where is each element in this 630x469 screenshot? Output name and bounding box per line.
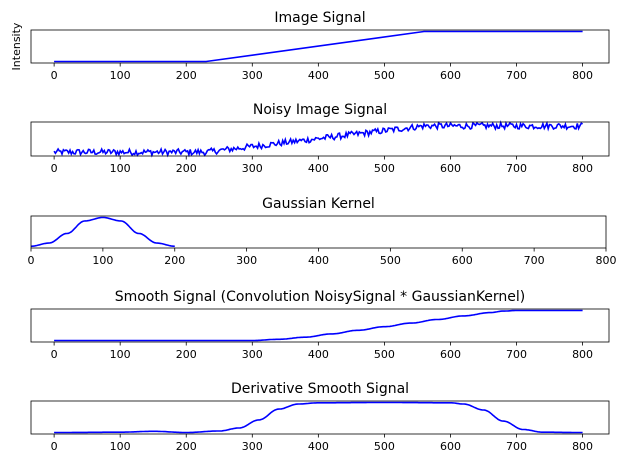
x-tick-label: 400 xyxy=(308,348,329,361)
x-tick-label: 700 xyxy=(506,440,527,453)
x-tick-label: 600 xyxy=(452,254,473,267)
x-tick-label: 100 xyxy=(110,348,131,361)
series-line xyxy=(54,401,583,434)
x-tick-label: 500 xyxy=(374,440,395,453)
subplot-title: Smooth Signal (Convolution NoisySignal *… xyxy=(115,289,526,305)
subplot-4: Smooth Signal (Convolution NoisySignal *… xyxy=(30,289,610,361)
x-tick-label: 400 xyxy=(308,440,329,453)
x-tick-label: 200 xyxy=(176,348,197,361)
x-tick-label: 600 xyxy=(440,162,461,175)
x-tick-label: 500 xyxy=(374,348,395,361)
x-tick-label: 500 xyxy=(374,69,395,82)
x-tick-label: 0 xyxy=(51,162,58,175)
x-tick-label: 600 xyxy=(440,69,461,82)
subplot-1: Image Signal Intensity 0 100 200 300 400 500 600… xyxy=(10,10,610,82)
axes-frame xyxy=(30,121,610,157)
x-tick-label: 700 xyxy=(506,162,527,175)
x-tick-label: 100 xyxy=(110,69,131,82)
series-line xyxy=(54,30,583,63)
x-tick-label: 200 xyxy=(176,440,197,453)
x-tick-label: 200 xyxy=(176,162,197,175)
x-tick-label: 0 xyxy=(51,69,58,82)
series-line xyxy=(53,120,584,158)
subplot-3: Gaussian Kernel 0 100 200 300 400 500 600 700 800 xyxy=(28,196,617,267)
x-tick-label: 700 xyxy=(506,69,527,82)
x-tick-label: 300 xyxy=(242,440,263,453)
series-line xyxy=(54,309,583,342)
axes-frame xyxy=(30,308,610,343)
subplot-2: Noisy Image Signal 0 100 200 300 400 500 600 700… xyxy=(30,102,610,175)
x-tick-label: 300 xyxy=(242,348,263,361)
x-tick-label: 0 xyxy=(51,348,58,361)
axes-frame xyxy=(30,29,610,64)
x-tick-label: 800 xyxy=(596,254,617,267)
subplot-5: Derivative Smooth Signal 0 100 200 300 400 500… xyxy=(30,381,610,453)
x-tick-label: 300 xyxy=(236,254,257,267)
y-axis-label: Intensity xyxy=(10,22,23,70)
x-tick-label: 300 xyxy=(242,69,263,82)
x-tick-label: 800 xyxy=(572,440,593,453)
axes-frame xyxy=(30,400,610,435)
x-tick-label: 500 xyxy=(380,254,401,267)
x-tick-label: 0 xyxy=(28,254,35,267)
subplot-title: Derivative Smooth Signal xyxy=(231,381,409,397)
x-tick-label: 800 xyxy=(572,162,593,175)
x-tick-label: 700 xyxy=(506,348,527,361)
x-tick-label: 100 xyxy=(110,440,131,453)
x-tick-label: 600 xyxy=(440,348,461,361)
subplot-title: Noisy Image Signal xyxy=(253,102,387,118)
series-line xyxy=(30,216,175,248)
x-tick-label: 500 xyxy=(374,162,395,175)
x-tick-label: 0 xyxy=(51,440,58,453)
x-tick-label: 700 xyxy=(524,254,545,267)
subplot-title: Image Signal xyxy=(274,10,365,26)
x-tick-label: 800 xyxy=(572,69,593,82)
x-tick-label: 100 xyxy=(110,162,131,175)
x-tick-label: 400 xyxy=(308,69,329,82)
x-tick-label: 200 xyxy=(176,69,197,82)
subplot-title: Gaussian Kernel xyxy=(262,196,375,212)
x-tick-label: 400 xyxy=(308,162,329,175)
x-tick-label: 100 xyxy=(92,254,113,267)
x-tick-label: 200 xyxy=(164,254,185,267)
x-tick-label: 600 xyxy=(440,440,461,453)
x-tick-label: 300 xyxy=(242,162,263,175)
x-tick-label: 800 xyxy=(572,348,593,361)
x-tick-label: 400 xyxy=(308,254,329,267)
